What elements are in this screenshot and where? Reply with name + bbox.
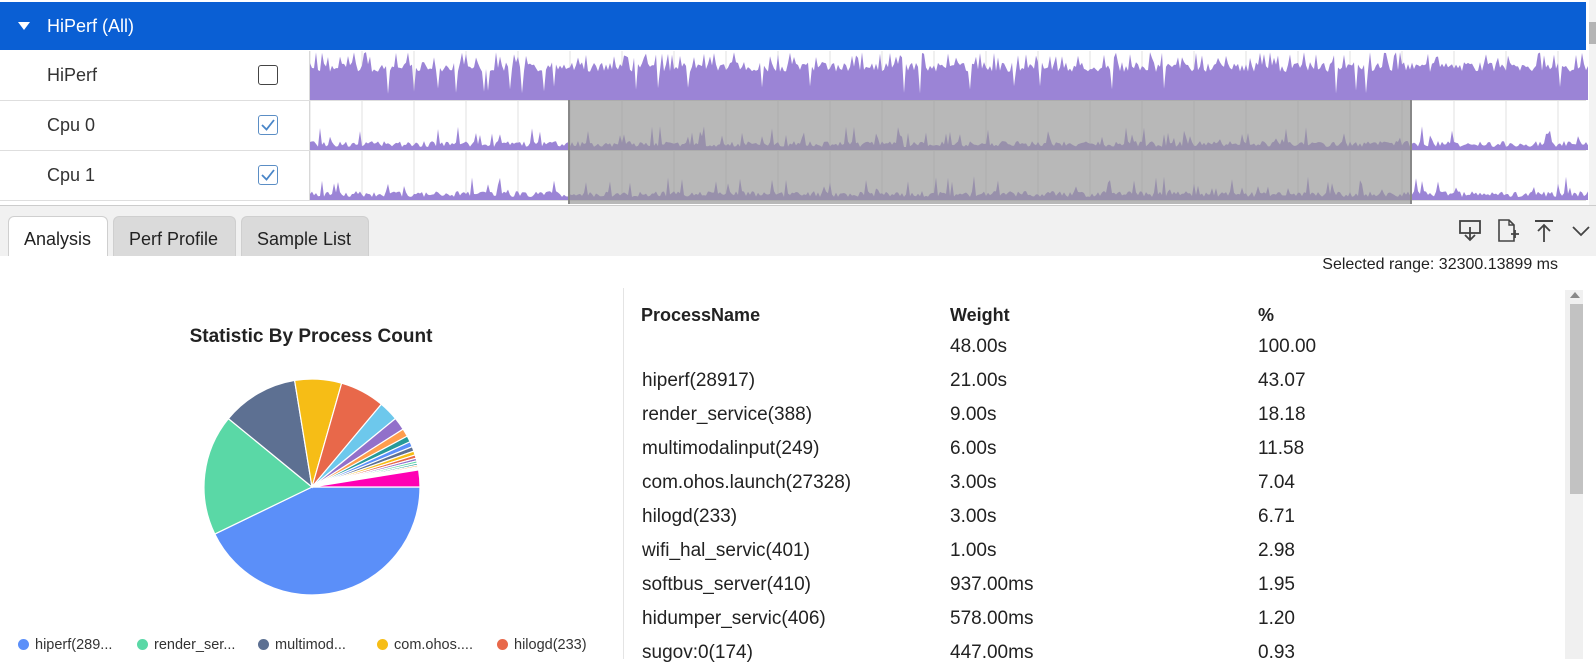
scroll-thumb[interactable] [1570, 304, 1583, 494]
chart-title: Statistic By Process Count [189, 326, 433, 347]
legend-item[interactable]: com.ohos.... [377, 637, 473, 653]
legend-dot [497, 639, 508, 650]
table-scrollbar[interactable] [1565, 290, 1583, 659]
tab-perf-profile[interactable]: Perf Profile [113, 216, 236, 256]
column-header-processname[interactable]: ProcessName [641, 305, 761, 325]
selected-range-label: Selected range: 32300.13899 ms [1322, 256, 1558, 273]
hiperf-lane[interactable] [309, 51, 1588, 100]
panel-divider [623, 288, 624, 659]
cell-weight[interactable]: 3.00s [950, 472, 997, 493]
cell-weight[interactable]: 1.00s [950, 540, 997, 561]
scroll-thumb[interactable] [1589, 22, 1596, 44]
pin-top-icon[interactable] [1531, 218, 1557, 244]
cell-weight[interactable]: 21.00s [950, 370, 1008, 391]
cell-percent[interactable]: 1.95 [1258, 574, 1295, 595]
cell-percent[interactable]: 43.07 [1258, 370, 1306, 391]
row-checkbox[interactable] [258, 165, 278, 185]
legend-dot [137, 639, 148, 650]
column-header-weight[interactable]: Weight [950, 305, 1010, 325]
cell-percent[interactable]: 7.04 [1258, 472, 1295, 493]
cell-process-name[interactable]: softbus_server(410) [642, 574, 811, 595]
group-title: HiPerf (All) [47, 16, 135, 36]
pie-slice[interactable] [213, 486, 421, 596]
cell-process-name[interactable]: hiperf(28917) [642, 370, 756, 391]
cell-process-name[interactable]: hidumper_servic(406) [642, 608, 826, 629]
row-checkbox[interactable] [258, 115, 278, 135]
cell-process-name[interactable]: sugov:0(174) [642, 642, 753, 663]
legend-label: render_ser... [154, 637, 236, 653]
column-header-percent[interactable]: % [1258, 305, 1275, 325]
tab-sample-list[interactable]: Sample List [241, 216, 369, 256]
cell-weight[interactable]: 9.00s [950, 404, 997, 425]
pie-slice[interactable] [311, 469, 421, 488]
pie-slice[interactable] [203, 417, 314, 535]
range-selection[interactable] [568, 100, 1412, 204]
cell-process-name[interactable]: render_service(388) [642, 404, 813, 425]
add-file-icon[interactable] [1494, 218, 1520, 244]
legend-dot [18, 639, 29, 650]
tab-analysis[interactable]: Analysis [8, 216, 108, 256]
row-label: Cpu 1 [47, 165, 96, 185]
cell-process-name[interactable]: com.ohos.launch(27328) [642, 472, 852, 493]
cell-weight[interactable]: 447.00ms [950, 642, 1034, 663]
cell-percent[interactable]: 100.00 [1258, 336, 1317, 357]
cell-process-name[interactable]: hilogd(233) [642, 506, 738, 527]
chevron-down-icon[interactable] [1568, 218, 1594, 244]
row-checkbox[interactable] [258, 65, 278, 85]
legend-item[interactable]: render_ser... [137, 637, 235, 653]
process-pie-chart[interactable] [200, 375, 425, 600]
cell-percent[interactable]: 0.93 [1258, 642, 1295, 663]
cell-weight[interactable]: 48.00s [950, 336, 1008, 357]
cell-process-name[interactable]: multimodalinput(249) [642, 438, 820, 459]
legend-dot [258, 639, 269, 650]
download-icon[interactable] [1457, 218, 1483, 244]
cell-weight[interactable]: 3.00s [950, 506, 997, 527]
cell-percent[interactable]: 1.20 [1258, 608, 1295, 629]
check-icon [261, 119, 275, 131]
check-icon [261, 169, 275, 181]
legend-label: hilogd(233) [514, 637, 587, 653]
row-label: HiPerf [47, 65, 98, 85]
cell-percent[interactable]: 18.18 [1258, 404, 1306, 425]
cell-percent[interactable]: 2.98 [1258, 540, 1295, 561]
scroll-up-arrow-icon[interactable] [1570, 292, 1580, 298]
group-header-hiperf-all[interactable]: HiPerf (All) [0, 2, 1586, 50]
pie-slice[interactable] [227, 379, 313, 489]
cell-percent[interactable]: 11.58 [1258, 438, 1305, 459]
row-hiperf[interactable]: HiPerf [0, 51, 1588, 101]
cell-weight[interactable]: 937.00ms [950, 574, 1034, 595]
cell-weight[interactable]: 578.00ms [950, 608, 1034, 629]
cell-weight[interactable]: 6.00s [950, 438, 997, 459]
tab-bar: Analysis Perf Profile Sample List [0, 205, 1596, 256]
legend-label: multimod... [275, 637, 346, 653]
row-label: Cpu 0 [47, 115, 96, 135]
legend-item[interactable]: hiperf(289... [18, 637, 112, 653]
legend-label: com.ohos.... [394, 637, 473, 653]
legend-label: hiperf(289... [35, 637, 113, 653]
timeline-scrollbar[interactable] [1589, 0, 1596, 205]
cell-process-name[interactable]: wifi_hal_servic(401) [642, 540, 810, 561]
legend-item[interactable]: hilogd(233) [497, 637, 587, 653]
collapse-triangle-icon[interactable] [18, 22, 30, 30]
legend-dot [377, 639, 388, 650]
lane-activity-trace [310, 52, 1588, 100]
cell-percent[interactable]: 6.71 [1258, 506, 1295, 527]
legend-item[interactable]: multimod... [258, 637, 346, 653]
